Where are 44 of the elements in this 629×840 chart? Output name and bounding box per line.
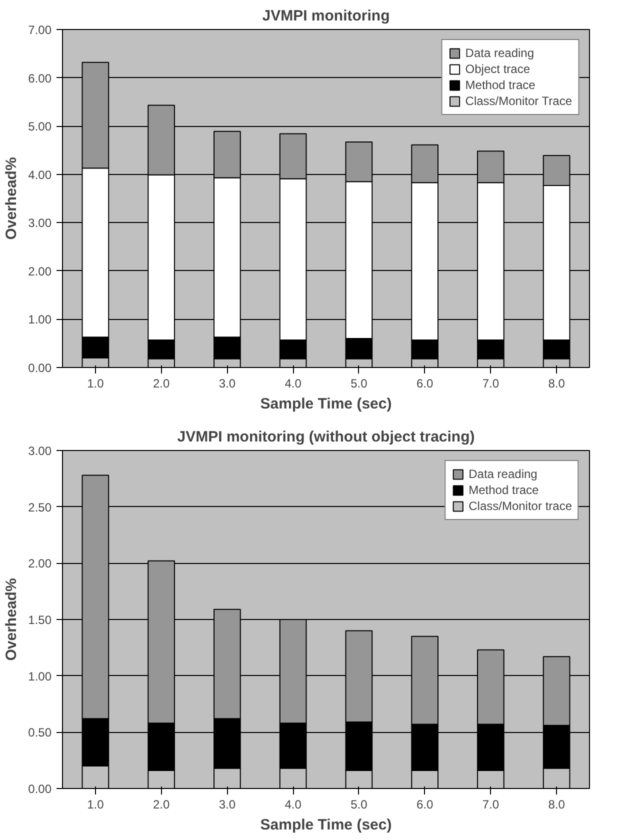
x-tick-label: 8.0: [548, 798, 566, 812]
x-tick-label: 4.0: [284, 376, 302, 390]
x-tick-label: 6.0: [416, 798, 434, 812]
legend-label: Object trace: [465, 62, 530, 76]
y-tick-label: 2.00: [28, 264, 52, 278]
x-tick-label: 3.0: [218, 376, 236, 390]
legend-label: Method trace: [465, 78, 536, 92]
y-tick-label: 1.00: [28, 669, 52, 684]
chart-title: JVMPI monitoring (without object tracing): [177, 428, 475, 446]
x-tick-label: 7.0: [482, 798, 500, 812]
x-axis-title: Sample Time (sec): [260, 396, 392, 412]
legend-label: Method trace: [468, 483, 539, 497]
legend-label: Class/Monitor Trace: [465, 94, 572, 108]
y-tick-label: 2.50: [28, 500, 52, 514]
x-tick-label: 1.0: [87, 376, 104, 390]
y-tick-label: 0.50: [28, 726, 52, 740]
y-tick-label: 4.00: [28, 168, 52, 182]
y-tick-label: 5.00: [28, 120, 52, 134]
y-tick-label: 7.00: [28, 23, 52, 37]
y-tick-label: 3.00: [28, 216, 52, 230]
x-tick-label: 3.0: [218, 798, 236, 812]
legend-label: Data reading: [468, 467, 538, 481]
y-tick-label: 0.00: [28, 782, 52, 796]
x-tick-label: 1.0: [87, 798, 104, 812]
y-tick-label: 3.00: [28, 444, 52, 458]
chart-title: JVMPI monitoring: [262, 8, 390, 24]
x-tick-label: 2.0: [152, 376, 170, 390]
y-tick-label: 1.00: [28, 312, 52, 327]
y-axis-title: Overhead%: [3, 578, 20, 661]
x-tick-label: 4.0: [284, 798, 302, 812]
y-tick-label: 2.00: [28, 556, 52, 571]
y-tick-label: 6.00: [28, 71, 52, 86]
legend-label: Class/Monitor trace: [468, 499, 572, 513]
x-tick-label: 6.0: [416, 376, 434, 390]
x-tick-label: 7.0: [482, 376, 500, 390]
x-axis-title: Sample Time (sec): [260, 816, 392, 834]
x-tick-label: 5.0: [350, 376, 368, 390]
x-tick-label: 5.0: [350, 798, 368, 812]
x-tick-label: 2.0: [152, 798, 170, 812]
legend-label: Data reading: [465, 46, 534, 60]
y-tick-label: 0.00: [28, 361, 52, 375]
y-axis-title: Overhead%: [3, 157, 20, 240]
x-tick-label: 8.0: [548, 376, 566, 390]
y-tick-label: 1.50: [28, 613, 52, 627]
